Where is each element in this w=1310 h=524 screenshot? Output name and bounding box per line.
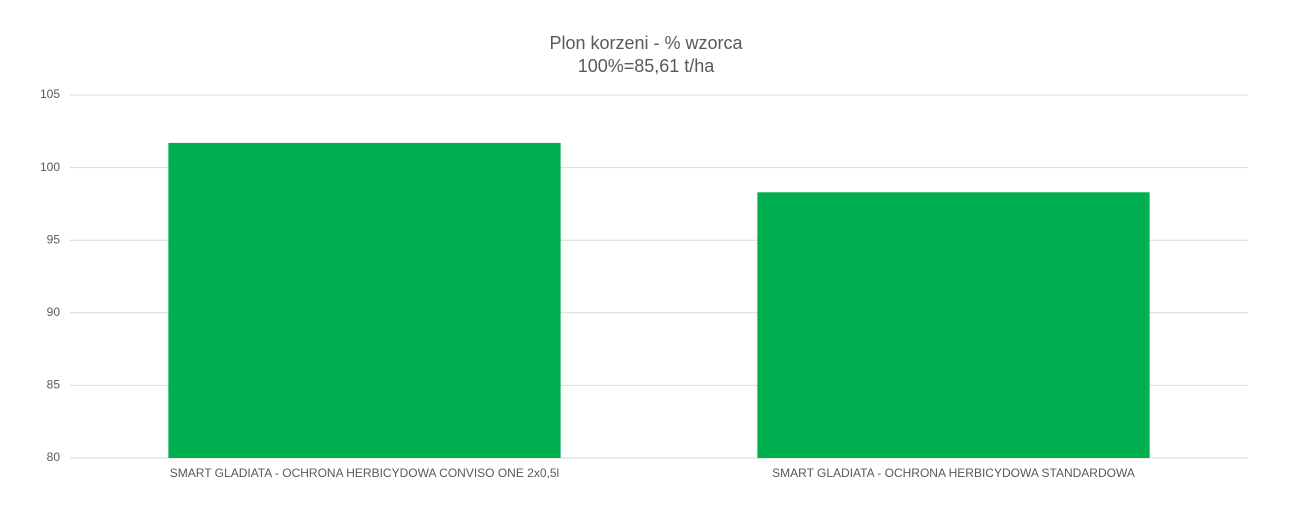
y-tick-label: 85 bbox=[47, 378, 61, 392]
y-tick-label: 90 bbox=[47, 305, 61, 319]
y-tick-label: 80 bbox=[47, 450, 61, 464]
chart-title: Plon korzeni - % wzorca bbox=[549, 33, 743, 53]
bar bbox=[757, 192, 1150, 458]
y-tick-label: 95 bbox=[47, 232, 61, 246]
y-tick-label: 100 bbox=[40, 160, 60, 174]
x-tick-label: SMART GLADIATA - OCHRONA HERBICYDOWA STA… bbox=[772, 466, 1135, 480]
x-tick-label: SMART GLADIATA - OCHRONA HERBICYDOWA CON… bbox=[170, 466, 559, 480]
y-tick-label: 105 bbox=[40, 87, 60, 101]
chart-subtitle: 100%=85,61 t/ha bbox=[578, 56, 716, 76]
bar bbox=[168, 142, 561, 458]
